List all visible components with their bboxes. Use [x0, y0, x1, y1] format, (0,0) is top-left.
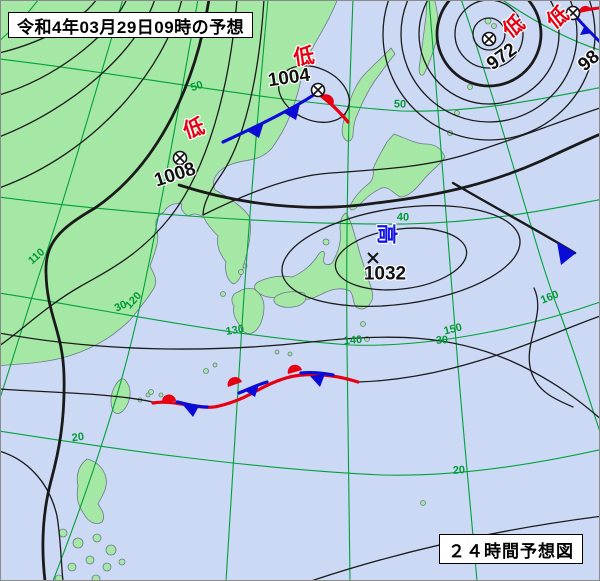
high-center-icon	[367, 252, 379, 264]
isobar	[202, 1, 265, 216]
isobar	[357, 315, 599, 383]
isobar	[202, 107, 599, 216]
low-center-icon	[310, 82, 326, 98]
land-taiwan	[110, 378, 131, 414]
meridian-130e	[225, 1, 269, 580]
pressure-center-marks	[172, 5, 581, 264]
forecast-title-box: 令和4年03月29日09時の予想	[8, 12, 254, 38]
land-hokkaido	[349, 133, 446, 211]
stationary-front-south	[151, 364, 360, 417]
cold-front-east-edge	[451, 181, 577, 265]
high-pressure: 1032	[363, 263, 407, 285]
cold-symbol	[183, 405, 199, 417]
cold-symbol	[310, 374, 325, 387]
low-center-icon	[481, 31, 497, 47]
isobar-low-1004	[278, 65, 350, 123]
longitude-label: 140	[343, 333, 363, 348]
cold-symbol	[244, 384, 259, 397]
forecast-title: 令和4年03月29日09時の予想	[17, 17, 245, 37]
isobar-high-inner	[334, 227, 468, 291]
isobar	[1, 451, 64, 580]
isobar	[1, 1, 238, 346]
chart-type-box: ２４時間予想図	[439, 534, 583, 564]
latitude-label: 20	[71, 430, 85, 445]
latitude-label: 20	[452, 464, 466, 477]
isobar	[1, 388, 154, 403]
parallel-30n	[1, 292, 599, 346]
isobar-high-outer	[281, 204, 521, 308]
parallel-40n	[1, 196, 599, 225]
chart-type-label: ２４時間予想図	[448, 541, 574, 561]
latitude-label: 40	[396, 211, 410, 224]
warm-symbol	[287, 364, 302, 374]
land-sakhalin	[341, 47, 396, 142]
low-center-icon	[565, 5, 581, 21]
isobar	[1, 332, 599, 419]
isobar-bold-west	[41, 1, 211, 580]
land-eurasia-continent	[1, 1, 338, 366]
isobar-bold-ridge	[177, 133, 599, 209]
isobar-rings-972	[382, 1, 596, 141]
meridian-120e	[52, 1, 199, 580]
land-luzon	[76, 458, 107, 524]
isobar	[528, 287, 574, 408]
landmasses	[1, 1, 497, 580]
high-symbol: 高	[374, 223, 398, 245]
land-kyushu	[231, 288, 265, 334]
low-center-icon	[172, 150, 188, 166]
warm-symbol	[227, 377, 242, 387]
cold-front-hokkaido-low	[221, 90, 320, 144]
warm-symbol	[161, 394, 176, 402]
meridian-110e	[1, 1, 123, 397]
latitude-label: 50	[393, 98, 407, 111]
meridian-160e	[461, 1, 599, 431]
parallel-20n	[1, 430, 599, 476]
